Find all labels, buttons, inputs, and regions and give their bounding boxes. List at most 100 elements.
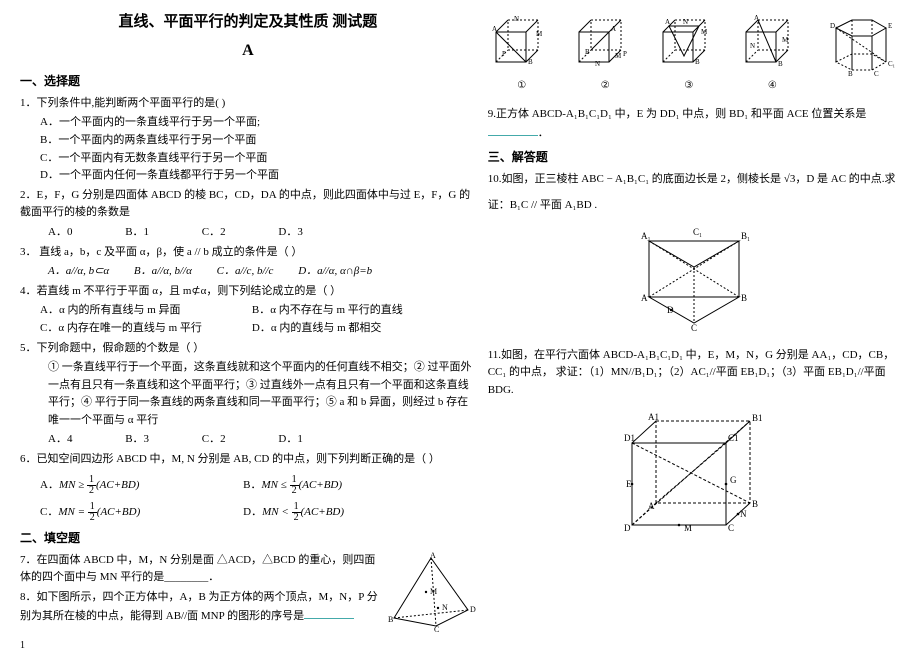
q4-opt-c: C．α 内存在唯一的直线与 m 平行	[40, 320, 249, 338]
svg-text:D1: D1	[624, 433, 635, 443]
q6-row1: A．MN ≥ 12(AC+BD) B．MN ≤ 12(AC+BD)	[20, 475, 476, 496]
q11: 11.如图，在平行六面体 ABCD-A₁B₁C₁D₁ 中，E，M，N，G 分别是…	[488, 347, 900, 400]
svg-text:B: B	[528, 58, 533, 66]
svg-text:N: N	[514, 15, 519, 23]
q3-opt-c: C．a//c, b//c	[217, 263, 274, 281]
q3-opt-b: B．a//α, b//α	[134, 263, 192, 281]
section-c-heading: 三、解答题	[488, 148, 900, 167]
q5-options: A．4 B．3 C．2 D．1	[20, 431, 476, 449]
svg-text:M: M	[430, 587, 437, 596]
svg-text:B: B	[388, 615, 393, 624]
svg-text:B: B	[778, 60, 783, 68]
q2-options: A．0 B．1 C．2 D．3	[20, 224, 476, 242]
cube-1: AB NM P ①	[488, 14, 556, 94]
svg-text:C: C	[434, 625, 439, 632]
q6-opt-d: D．MN < 12(AC+BD)	[243, 502, 443, 523]
section-a-heading: 一、选择题	[20, 72, 476, 91]
page-number: 1	[20, 638, 476, 654]
svg-text:M: M	[615, 52, 622, 60]
svg-text:N: N	[442, 603, 448, 612]
svg-text:P: P	[502, 50, 506, 58]
tetrahedron-figure: M N A B C D	[386, 552, 476, 632]
svg-text:D: D	[470, 605, 476, 614]
cube-3-label: ③	[655, 78, 723, 94]
q3-options: A．a//α, b⊂α B．a//α, b//α C．a//c, b//c D．…	[20, 263, 476, 281]
svg-text:M: M	[701, 28, 708, 36]
svg-text:G: G	[730, 475, 737, 485]
q1-opt-b: B．一个平面内的两条直线平行于另一个平面	[20, 132, 476, 150]
svg-text:N: N	[683, 18, 688, 26]
svg-text:B: B	[848, 70, 853, 78]
q6-opt-b: B．MN ≤ 12(AC+BD)	[243, 475, 443, 496]
svg-text:M: M	[536, 30, 543, 38]
q3: 3． 直线 a，b，c 及平面 α，β，使 a // b 成立的条件是（ ）	[20, 244, 476, 262]
q9-blank	[488, 124, 538, 136]
q6-opt-c: C．MN = 12(AC+BD)	[40, 502, 240, 523]
q2: 2．E，F，G 分别是四面体 ABCD 的棱 BC，CD，DA 的中点，则此四面…	[20, 187, 476, 222]
svg-text:P: P	[623, 50, 627, 58]
q4-row2: C．α 内存在唯一的直线与 m 平行 D．α 内的直线与 m 都相交	[20, 320, 476, 338]
triangular-prism-figure: A₁ B₁ C₁ A B C D	[629, 221, 759, 331]
svg-text:C1: C1	[728, 433, 739, 443]
svg-text:C₁: C₁	[693, 227, 702, 237]
cubes-row: A B N M P ① A B N M P ②	[488, 10, 900, 104]
svg-text:D₁: D₁	[830, 22, 838, 30]
q4-row1: A．α 内的所有直线与 m 异面 B．α 内不存在与 m 平行的直线	[20, 302, 476, 320]
q5: 5．下列命题中，假命题的个数是（ ）	[20, 340, 476, 358]
svg-text:M: M	[782, 36, 789, 44]
svg-text:B1: B1	[752, 413, 763, 423]
q2-opt-c: C．2	[202, 224, 226, 242]
svg-text:B₁: B₁	[741, 231, 750, 241]
svg-text:B: B	[752, 499, 758, 509]
svg-text:A: A	[648, 501, 655, 511]
q2-opt-a: A．0	[48, 224, 72, 242]
q8-blank	[304, 607, 354, 619]
hex-prism: D₁E BC C₁	[822, 14, 900, 94]
q5-opt-c: C．2	[202, 431, 226, 449]
svg-text:N: N	[595, 60, 600, 68]
left-column: 直线、平面平行的判定及其性质 测试题 A 一、选择题 1．下列条件中,能判断两个…	[14, 10, 482, 641]
section-b-heading: 二、填空题	[20, 529, 476, 548]
svg-text:A: A	[611, 25, 616, 33]
svg-text:A: A	[641, 293, 648, 303]
svg-text:A1: A1	[648, 412, 659, 422]
page-title: 直线、平面平行的判定及其性质 测试题	[20, 10, 476, 34]
cube-3: AB NM ③	[655, 14, 723, 94]
cube-1-label: ①	[488, 78, 556, 94]
svg-text:N: N	[750, 42, 755, 50]
q10: 10.如图，正三棱柱 ABC − A₁B₁C₁ 的底面边长是 2，侧棱长是 √3…	[488, 171, 900, 189]
svg-text:N: N	[740, 509, 747, 519]
cube-4-label: ④	[738, 78, 806, 94]
svg-text:B: B	[695, 58, 700, 66]
cube-4: AB NM ④	[738, 14, 806, 94]
cube-2-label: ②	[571, 78, 639, 94]
q1-opt-c: C．一个平面内有无数条直线平行于另一个平面	[20, 150, 476, 168]
svg-text:C: C	[691, 323, 697, 331]
q6: 6．已知空间四边形 ABCD 中，M, N 分别是 AB, CD 的中点，则下列…	[20, 451, 476, 469]
q5-opt-b: B．3	[125, 431, 149, 449]
q10-line2: 证：B₁C // 平面 A₁BD .	[488, 197, 900, 215]
parallelepiped-figure: D1 C1 A1 B1 D C A B E M N G	[614, 409, 774, 549]
q4-opt-d: D．α 内的直线与 m 都相交	[252, 320, 461, 338]
svg-text:C₁: C₁	[888, 60, 895, 68]
q9: 9.正方体 ABCD-A₁B₁C₁D₁ 中，E 为 DD₁ 中点，则 BD₁ 和…	[488, 106, 900, 142]
page-subtitle: A	[20, 38, 476, 64]
q4-opt-b: B．α 内不存在与 m 平行的直线	[252, 302, 461, 320]
svg-text:B: B	[585, 48, 590, 56]
svg-text:A₁: A₁	[641, 231, 651, 241]
q4: 4．若直线 m 不平行于平面 α，且 m⊄α，则下列结论成立的是（ ）	[20, 283, 476, 301]
q3-opt-d: D．a//α, α∩β=b	[298, 263, 372, 281]
q2-opt-b: B．1	[125, 224, 149, 242]
q1: 1．下列条件中,能判断两个平面平行的是( )	[20, 95, 476, 113]
cube-2: A B N M P ②	[571, 14, 639, 94]
q5-statements: ① 一条直线平行于一个平面，这条直线就和这个平面内的任何直线不相交；② 过平面外…	[20, 359, 476, 429]
svg-text:E: E	[888, 22, 892, 30]
q3-opt-a: A．a//α, b⊂α	[48, 263, 109, 281]
q5-opt-d: D．1	[278, 431, 302, 449]
q4-opt-a: A．α 内的所有直线与 m 异面	[40, 302, 249, 320]
q6-opt-a: A．MN ≥ 12(AC+BD)	[40, 475, 240, 496]
svg-text:C: C	[728, 523, 734, 533]
q7-q8-block: M N A B C D 7．在四面体 ABCD 中，M，N 分别是面 △ACD，…	[20, 552, 476, 625]
q6-row2: C．MN = 12(AC+BD) D．MN < 12(AC+BD)	[20, 502, 476, 523]
svg-text:M: M	[684, 523, 692, 533]
